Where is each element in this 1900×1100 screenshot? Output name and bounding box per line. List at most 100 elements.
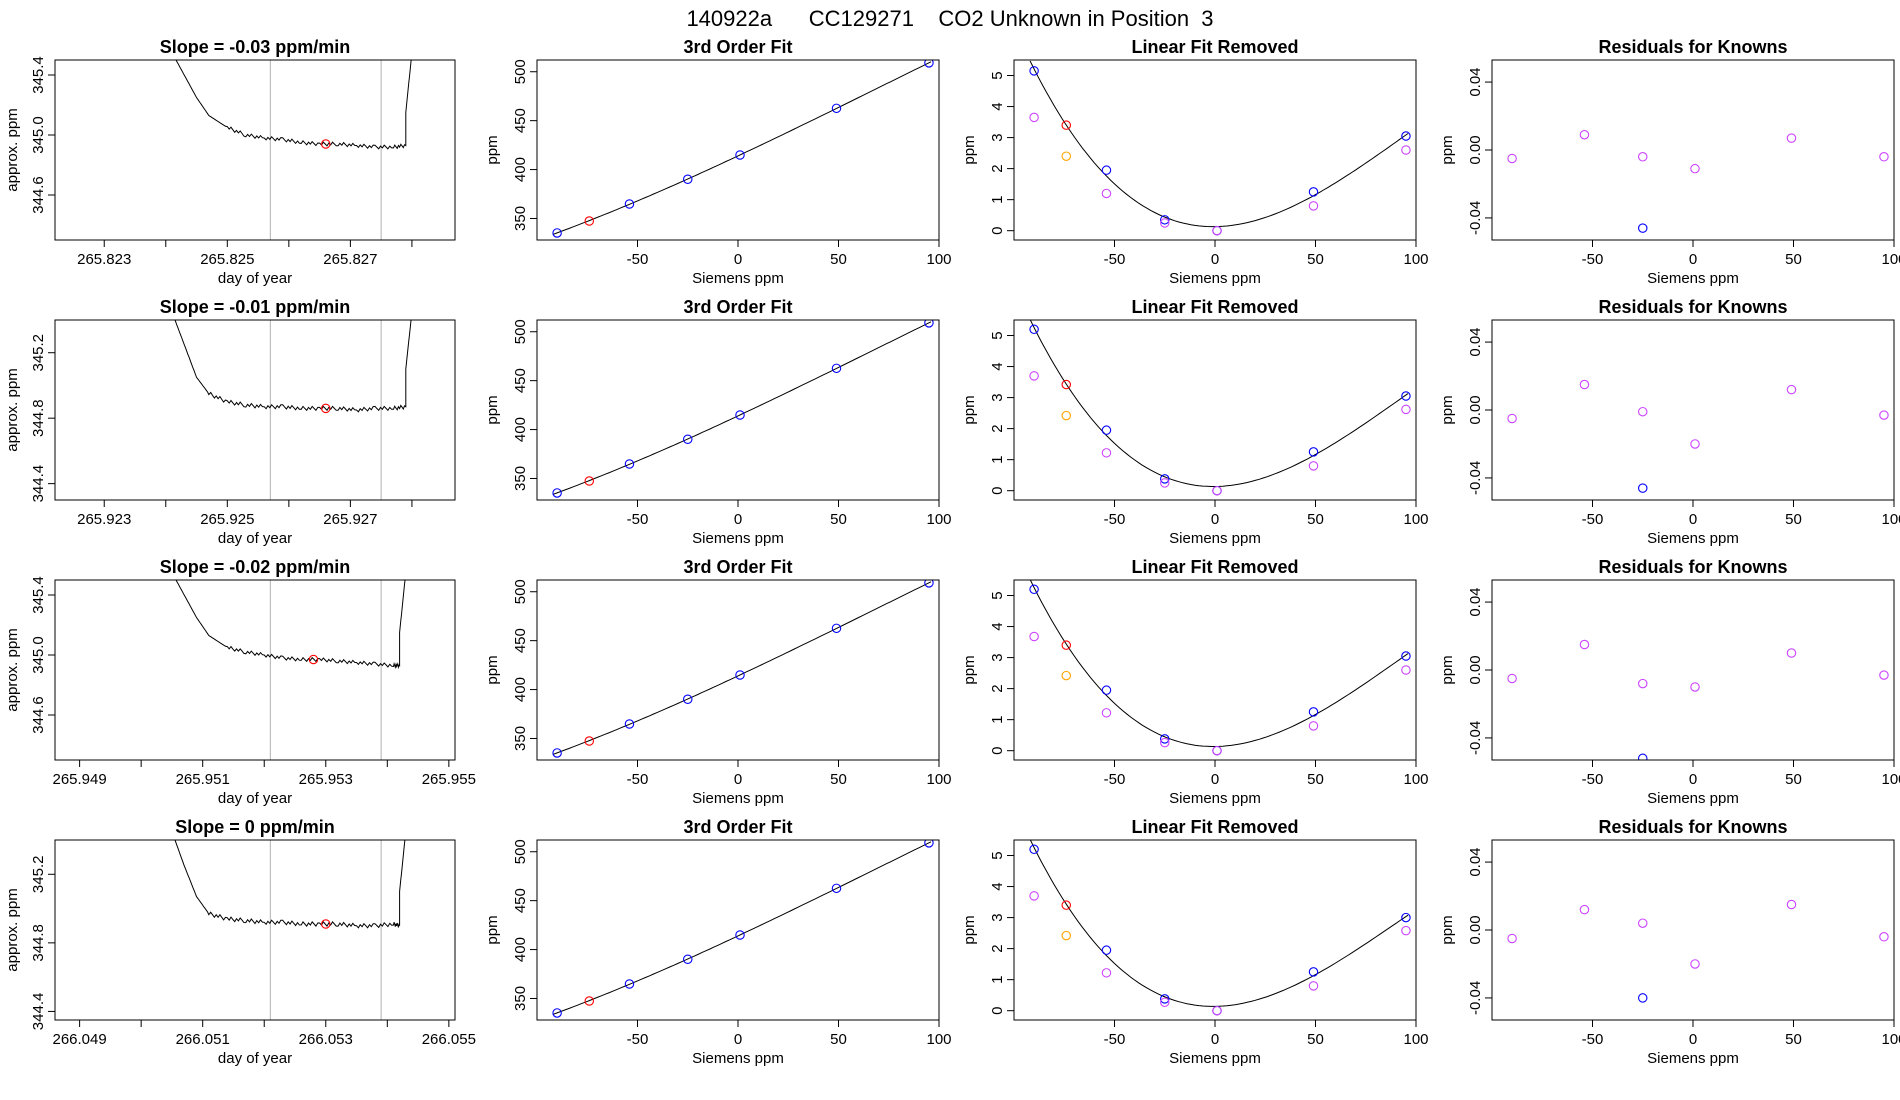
known-standard-point [1029, 66, 1039, 76]
x-tick-label: 100 [1403, 511, 1428, 528]
panel-plot-area [174, 840, 406, 1020]
known-standard-point [1401, 131, 1411, 141]
x-tick-label: 100 [1403, 771, 1428, 788]
panel-frame [54, 319, 456, 501]
known-standard-point [831, 623, 842, 634]
panel-title: Linear Fit Removed [1131, 37, 1298, 57]
y-tick-label: 5 [989, 591, 1006, 599]
known-alt-point [1160, 737, 1170, 748]
x-tick-label: -50 [1104, 1031, 1126, 1048]
unknown-sample-point [1061, 120, 1072, 130]
known-alt-point [1308, 201, 1319, 211]
residual-point [1507, 933, 1517, 944]
panel-plot-area [175, 580, 406, 760]
y-tick-label: 1 [989, 455, 1006, 463]
panel-plot-area [552, 320, 934, 498]
known-standard-point [735, 150, 745, 160]
x-axis-label: day of year [218, 530, 292, 547]
y-axis-label: ppm [961, 395, 978, 424]
panel-frame [1491, 319, 1895, 501]
x-tick-label: 265.923 [77, 511, 131, 528]
x-tick-label: 50 [1785, 251, 1802, 268]
y-tick-label: 3 [989, 653, 1006, 661]
y-tick-label: 344.8 [30, 399, 47, 437]
x-tick-label: 0 [1689, 1031, 1697, 1048]
residual-point [1879, 670, 1889, 680]
x-tick-label: 265.955 [422, 771, 476, 788]
unknown-average-point [321, 139, 331, 149]
cubic-fit-line [552, 841, 932, 1015]
x-axis-label: Siemens ppm [1169, 270, 1261, 287]
unknown-alt-point [1061, 930, 1072, 941]
residual-point [1879, 152, 1889, 162]
x-tick-label: 50 [1785, 1031, 1802, 1048]
panel-plot-area [1507, 899, 1889, 1003]
x-tick-label: 50 [1307, 771, 1324, 788]
residual-point [1690, 439, 1700, 449]
x-tick-label: -50 [1104, 511, 1126, 528]
known-standard-point [624, 979, 635, 989]
panel-title: Linear Fit Removed [1131, 297, 1298, 317]
known-standard-point [1308, 447, 1319, 457]
y-tick-label: 400 [512, 937, 529, 962]
known-alt-point [1029, 371, 1039, 381]
known-standard-point [1101, 165, 1112, 175]
panels: Slope = -0.03 ppm/min 265.823 265.825 265.8… [4, 37, 1900, 1067]
residual-point [1638, 152, 1648, 162]
residual-point [1786, 384, 1797, 395]
panel-frame [536, 579, 940, 761]
residual-point [1638, 678, 1648, 689]
known-standard-point [682, 174, 693, 185]
unknown-sample-point [584, 476, 595, 486]
y-tick-label: 0 [989, 227, 1006, 235]
panel-frame [54, 579, 456, 761]
y-axis-label: approx. ppm [4, 888, 21, 971]
known-standard-point [1401, 651, 1411, 661]
known-standard-point [552, 488, 562, 498]
x-tick-label: 265.927 [323, 511, 377, 528]
y-axis-label: ppm [484, 395, 501, 424]
residual-highlight-point [1638, 223, 1648, 233]
x-axis-label: Siemens ppm [692, 1050, 784, 1067]
panel-fit-5: 3rd Order Fit -50 0 50 100 350 400 450 500 Siemen… [484, 297, 952, 547]
panel-title: Linear Fit Removed [1131, 557, 1298, 577]
ppm-trace-line [175, 60, 412, 150]
x-tick-label: 100 [1881, 1031, 1900, 1048]
panel-plot-area [552, 580, 934, 758]
panel-linear_removed-10: Linear Fit Removed -50 0 50 100 0 1 2 3 4 5 Siemens… [961, 557, 1429, 807]
panel-frame [536, 319, 940, 501]
panel-trace-0: Slope = -0.03 ppm/min 265.823 265.825 265.8… [4, 37, 456, 287]
curvature-fit-line [1029, 840, 1409, 1007]
known-standard-point [924, 840, 934, 848]
known-standard-point [552, 1008, 562, 1018]
panel-title: Linear Fit Removed [1131, 817, 1298, 837]
y-tick-label: -0.04 [1467, 721, 1484, 755]
panel-plot-area [174, 320, 412, 500]
unknown-sample-point [1061, 900, 1072, 910]
panel-title: Slope = -0.03 ppm/min [160, 37, 351, 57]
residual-highlight-point [1638, 753, 1648, 760]
y-tick-label: 0 [989, 487, 1006, 495]
known-standard-point [924, 320, 934, 328]
x-tick-label: 0 [734, 251, 742, 268]
known-standard-point [831, 363, 842, 374]
known-standard-point [624, 199, 635, 209]
y-tick-label: 1 [989, 715, 1006, 723]
y-tick-label: 450 [512, 888, 529, 913]
y-tick-label: 344.4 [30, 465, 47, 503]
panel-fit-1: 3rd Order Fit -50 0 50 100 350 400 450 500 Siemen… [484, 37, 952, 287]
y-tick-label: 345.2 [30, 856, 47, 894]
known-alt-point [1308, 981, 1319, 991]
x-tick-label: 100 [926, 771, 951, 788]
panel-trace-12: Slope = 0 ppm/min 266.049 266.051 266.053 26… [4, 817, 476, 1067]
x-tick-label: 50 [830, 251, 847, 268]
known-alt-point [1401, 404, 1411, 415]
panel-title: 3rd Order Fit [683, 557, 792, 577]
x-axis-label: day of year [218, 270, 292, 287]
x-axis-label: day of year [218, 790, 292, 807]
x-tick-label: 100 [926, 511, 951, 528]
panel-residual-15: Residuals for Knowns -50 0 50 100 -0.04 0.00 0.… [1439, 817, 1900, 1067]
known-alt-point [1401, 925, 1411, 936]
y-tick-label: 3 [989, 393, 1006, 401]
known-alt-point [1101, 708, 1112, 718]
